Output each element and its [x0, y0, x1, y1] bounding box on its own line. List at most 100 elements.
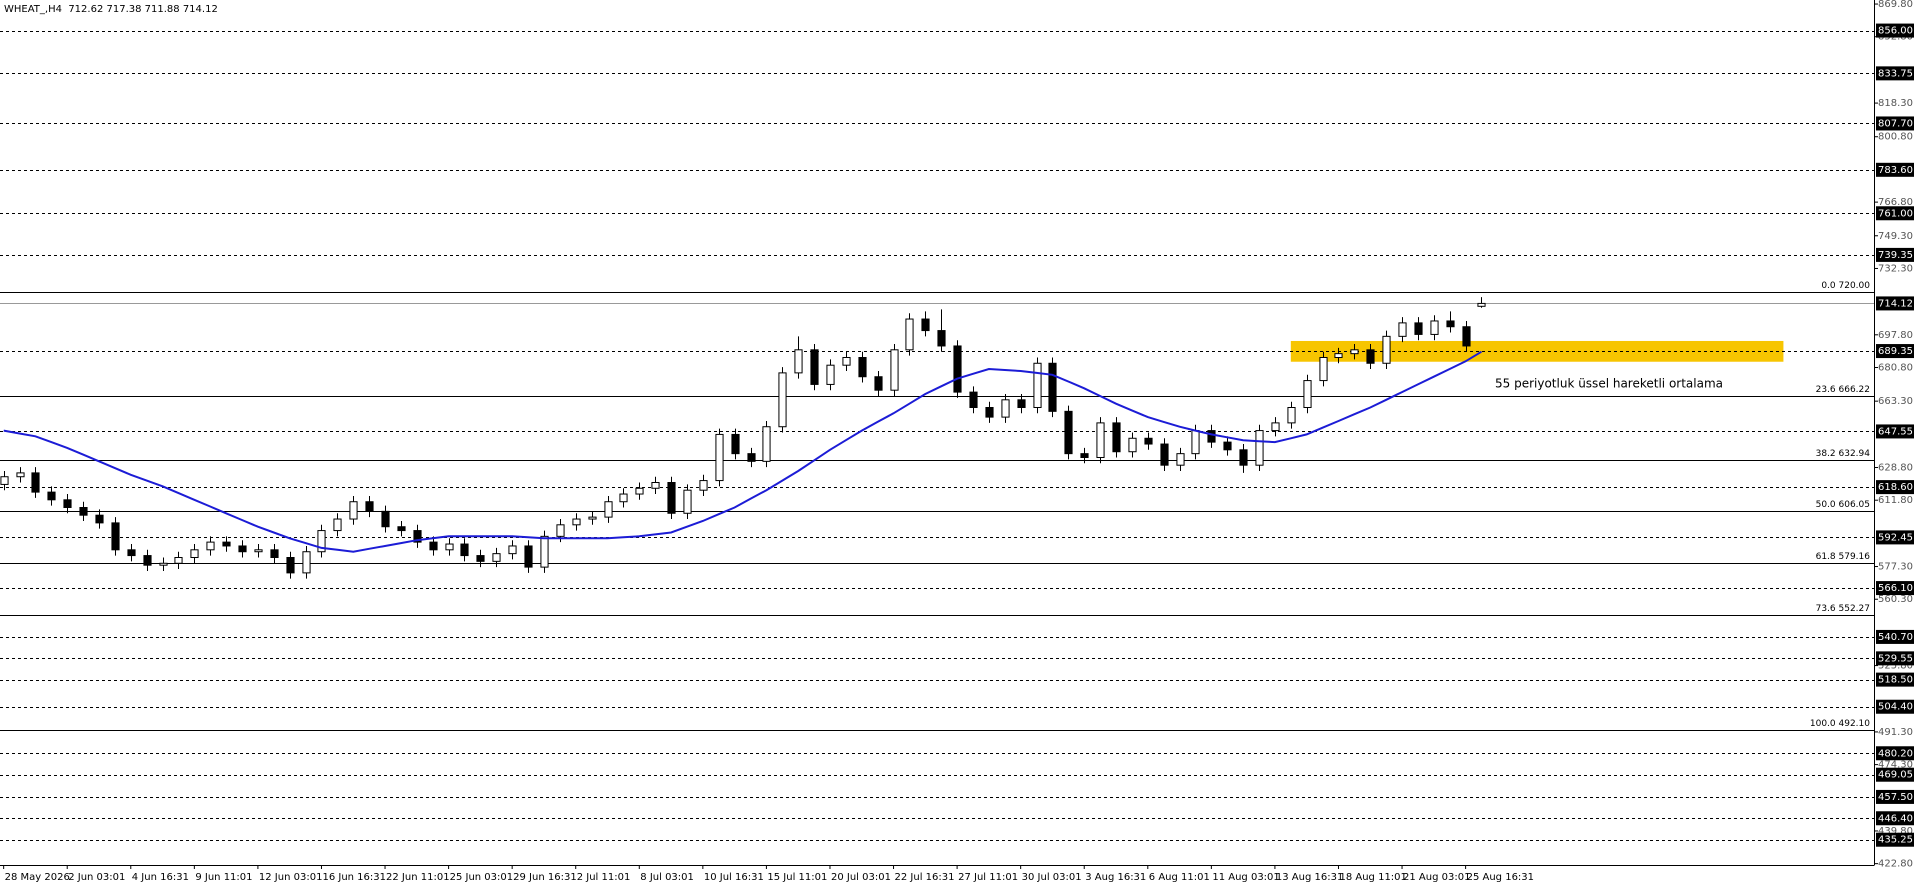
candle-body	[921, 318, 930, 332]
candle-body	[1048, 362, 1057, 412]
level-label: 529.55	[1878, 653, 1913, 664]
candle-body	[985, 407, 994, 418]
candle-body	[397, 526, 406, 532]
candle-body	[63, 499, 72, 508]
y-tick-label: 766.80	[1878, 197, 1913, 208]
candle-body	[604, 501, 613, 518]
x-tick-label: 3 Aug 16:31	[1085, 872, 1146, 883]
x-tick-label: 28 May 2026	[5, 872, 70, 883]
fib-label: 23.6 666.22	[1816, 385, 1870, 395]
candle-body	[317, 530, 326, 553]
candle-body	[953, 345, 962, 393]
candle-body	[1430, 320, 1439, 335]
candle-body	[937, 330, 946, 347]
y-tick-label: 680.80	[1878, 363, 1913, 374]
level-label: 689.35	[1878, 346, 1913, 357]
level-box	[1876, 699, 1914, 714]
candle-body	[79, 507, 88, 516]
candle-body	[31, 472, 40, 493]
annotation: 55 periyotluk üssel hareketli ortalama	[1495, 377, 1723, 391]
x-tick-label: 9 Jun 11:01	[195, 872, 252, 883]
candle-body	[1128, 437, 1137, 453]
candle-body	[413, 530, 422, 543]
candle-body	[1287, 407, 1296, 424]
y-tick-label: 800.80	[1878, 132, 1913, 143]
level-label: 518.50	[1878, 675, 1913, 686]
candle-body	[254, 549, 263, 553]
candle-body	[111, 522, 120, 551]
x-tick-label: 22 Jun 11:01	[386, 872, 450, 883]
candle-body	[715, 433, 724, 482]
candle-body	[524, 545, 533, 568]
candle-body	[445, 543, 454, 551]
x-tick-label: 27 Jul 11:01	[958, 872, 1018, 883]
candle-body	[222, 541, 231, 547]
level-label: 446.40	[1878, 813, 1913, 824]
level-label: 480.20	[1878, 748, 1913, 759]
candle-body	[1176, 453, 1185, 466]
level-box	[1876, 247, 1914, 262]
fib-label: 73.6 552.27	[1816, 604, 1870, 614]
y-tick-label: 577.30	[1878, 562, 1913, 573]
candle-body	[890, 349, 899, 391]
candle-body	[47, 491, 56, 501]
candle-body	[794, 349, 803, 374]
candle-body	[1334, 353, 1343, 358]
x-tick-label: 18 Aug 11:01	[1339, 872, 1406, 883]
candle-body	[508, 545, 517, 555]
x-tick-label: 16 Jun 16:31	[322, 872, 386, 883]
candle-body	[429, 541, 438, 551]
x-tick-label: 2 Jul 11:01	[577, 872, 631, 883]
candle-body	[762, 426, 771, 462]
level-label: 540.70	[1878, 632, 1913, 643]
level-label: 566.10	[1878, 583, 1913, 594]
candle-body	[1033, 362, 1042, 408]
candle-body	[1446, 320, 1455, 328]
y-tick-label: 525.80	[1878, 661, 1913, 672]
level-box	[1876, 629, 1914, 644]
level-box	[1876, 530, 1914, 545]
x-tick-label: 10 Jul 16:31	[704, 872, 764, 883]
level-label: 739.35	[1878, 250, 1913, 261]
candle-body	[699, 480, 708, 491]
level-label: 457.50	[1878, 792, 1913, 803]
y-tick-label: 474.30	[1878, 760, 1913, 771]
candle-body	[190, 549, 199, 558]
candle-body	[747, 453, 756, 462]
candle-body	[1414, 322, 1423, 335]
candle-body	[778, 372, 787, 428]
candle-body	[365, 501, 374, 512]
candle-body	[683, 489, 692, 514]
candle-body	[0, 476, 9, 485]
fib-label: 0.0 720.00	[1821, 281, 1870, 291]
fib-label: 61.8 579.16	[1816, 552, 1871, 562]
y-tick-label: 628.80	[1878, 463, 1913, 474]
candle-body	[1001, 399, 1010, 418]
level-box	[1876, 767, 1914, 782]
candle-body	[1350, 349, 1359, 355]
level-label: 435.25	[1878, 835, 1913, 846]
plot: 0.0 720.00 23.6 666.22 38.2 632.94 50.0 606…	[0, 31, 1874, 841]
candle-body	[286, 557, 295, 574]
candle-body	[874, 376, 883, 391]
candle-body	[1017, 399, 1026, 408]
candle-body	[588, 516, 597, 520]
level-box	[1876, 116, 1914, 131]
candle-body	[206, 541, 215, 551]
chart-title: WHEAT_,H4 712.62 717.38 711.88 714.12	[4, 4, 218, 15]
x-tick-label: 15 Jul 11:01	[767, 872, 827, 883]
x-tick-label: 21 Aug 03:01	[1403, 872, 1470, 883]
candle-body	[572, 518, 581, 526]
candle-body	[858, 357, 867, 378]
y-tick-label: 732.30	[1878, 263, 1913, 274]
level-label: 856.00	[1878, 26, 1913, 37]
candle-body	[1382, 335, 1391, 364]
y-tick-label: 869.80	[1878, 0, 1913, 10]
candle-body	[842, 357, 851, 366]
y-tick-label: 422.80	[1878, 859, 1913, 870]
level-box	[1876, 746, 1914, 761]
candle-body	[556, 524, 565, 537]
candle-body	[1191, 430, 1200, 455]
